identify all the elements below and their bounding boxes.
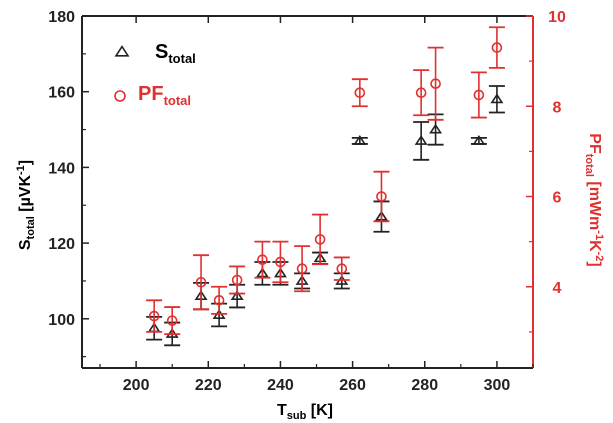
y-axis-right-title: PFtotal [mWm-1K-2] xyxy=(583,133,605,266)
y-right-tick-label: 10 xyxy=(548,9,566,26)
legend-circle-icon xyxy=(114,90,126,102)
plot-area xyxy=(146,26,505,347)
x-tick-label: 280 xyxy=(411,377,438,394)
y-axis-left-title: Stotal [µVK-1] xyxy=(15,160,37,250)
legend: Stotal PFtotal xyxy=(114,41,196,108)
data-point xyxy=(491,42,503,53)
y-right-tick-label: 8 xyxy=(553,99,562,116)
pf-total-series xyxy=(146,26,505,336)
x-tick-label: 240 xyxy=(267,377,294,394)
x-axis-title: Tsub [K] xyxy=(277,402,333,422)
data-point xyxy=(230,290,244,301)
data-point xyxy=(354,87,366,99)
data-point xyxy=(415,87,427,99)
y-right-tick-label: 4 xyxy=(553,280,562,297)
data-point xyxy=(490,93,504,104)
data-point xyxy=(414,134,428,145)
data-point xyxy=(213,295,225,306)
y-left-tick-label: 140 xyxy=(48,160,75,177)
data-point xyxy=(473,89,485,101)
legend-label-pf-total: PFtotal xyxy=(138,83,191,108)
data-point xyxy=(353,134,367,145)
y-left-tick-label: 180 xyxy=(48,9,75,26)
x-tick-label: 200 xyxy=(123,377,150,394)
data-point xyxy=(314,234,326,245)
legend-marker-s-total xyxy=(114,45,130,57)
legend-s-sub: total xyxy=(168,51,195,66)
legend-s-main: S xyxy=(155,41,168,63)
legend-pf-sub: total xyxy=(164,93,191,108)
legend-triangle-icon xyxy=(114,45,130,57)
data-point xyxy=(336,263,348,275)
y-left-tick-label: 160 xyxy=(48,85,75,102)
data-point xyxy=(296,263,308,275)
data-point xyxy=(148,310,160,322)
legend-label-s-total: Stotal xyxy=(155,41,196,66)
x-tick-label: 220 xyxy=(195,377,222,394)
data-point xyxy=(430,78,441,89)
data-point xyxy=(275,256,286,268)
data-point xyxy=(472,134,486,145)
legend-pf-main: PF xyxy=(138,83,164,105)
axes: 200 220 240 260 280 300 100 120 140 160 180 4 6 8 10 xyxy=(48,9,566,394)
y-left-tick-label: 100 xyxy=(48,312,75,329)
s-total-series xyxy=(146,85,505,347)
y-right-tick-label: 6 xyxy=(553,190,562,207)
data-point xyxy=(257,254,268,265)
data-point xyxy=(195,276,207,288)
data-point xyxy=(429,123,443,134)
data-point xyxy=(231,274,243,286)
x-tick-label: 260 xyxy=(339,377,366,394)
legend-marker-pf-total xyxy=(114,90,126,102)
y-left-tick-label: 120 xyxy=(48,236,75,253)
data-point xyxy=(166,315,178,326)
x-tick-label: 300 xyxy=(484,377,511,394)
data-point xyxy=(376,191,387,202)
